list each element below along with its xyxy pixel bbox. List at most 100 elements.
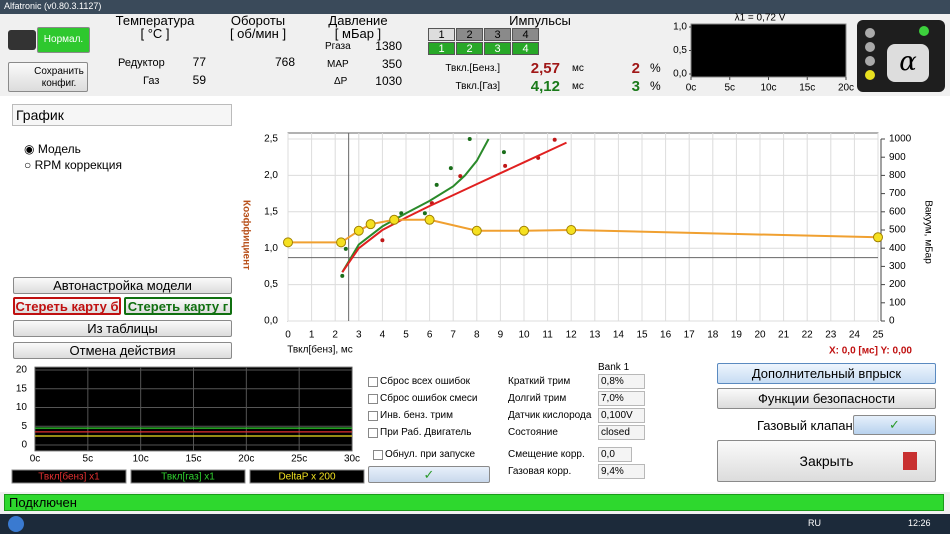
x-tick-label: 4 — [380, 330, 386, 341]
plot-area — [690, 23, 847, 78]
chart-title: λ1 = 0,72 V — [735, 13, 786, 24]
indicator — [865, 42, 875, 52]
cylinder-cell: 3 — [484, 28, 511, 41]
radio-option[interactable]: ◉ Модель — [24, 142, 81, 156]
checkbox-label[interactable]: Инв. бенз. трим — [380, 410, 454, 421]
model-point — [424, 214, 435, 225]
indicator — [919, 26, 929, 36]
y2-tick-label: 700 — [889, 188, 906, 199]
pressure-label: MAP — [327, 59, 349, 70]
indicator — [865, 28, 875, 38]
temperature-label: Редуктор — [118, 57, 165, 69]
apply-button[interactable]: ✓ — [368, 466, 490, 483]
gas-valve-label: Газовый клапан — [757, 418, 853, 433]
x-tick-label: 5c — [724, 83, 735, 94]
legend-box — [11, 469, 127, 484]
language-indicator[interactable]: RU — [808, 518, 821, 528]
x-tick-label: 18 — [707, 330, 719, 341]
y2-tick-label: 200 — [889, 279, 906, 290]
pulse-value: 2,57 — [530, 60, 560, 77]
mode-toggle[interactable] — [8, 30, 36, 50]
checkbox[interactable] — [368, 394, 378, 404]
logo-panel: α — [857, 20, 945, 92]
pulse-percent-unit: % — [650, 79, 661, 93]
model-point — [873, 232, 883, 243]
from-table-button[interactable]: Из таблицы — [13, 320, 232, 337]
x-tick-label: 10c — [133, 454, 149, 465]
model-point — [566, 225, 577, 235]
plot-area — [287, 132, 879, 322]
checkbox-label[interactable]: При Раб. Двигатель — [380, 427, 472, 438]
y-tick-label: 10 — [16, 402, 28, 413]
pulse-unit: мс — [572, 81, 584, 92]
checkbox[interactable] — [368, 411, 378, 421]
bank-label: Газовая корр. — [508, 466, 572, 477]
x-tick-label: 22 — [802, 330, 814, 341]
autotune-button[interactable]: Автонастройка модели — [13, 277, 232, 294]
radio-label[interactable]: RPM коррекция — [34, 158, 122, 172]
view-dropdown[interactable]: График — [12, 104, 232, 126]
pressure-unit: [ мБар ] — [334, 26, 382, 41]
checkbox[interactable] — [368, 377, 378, 387]
model-point — [336, 237, 347, 248]
checkbox[interactable] — [368, 428, 378, 438]
x-tick-label: 1 — [309, 330, 315, 341]
checkbox-label[interactable]: Обнул. при запуске — [385, 449, 476, 460]
x-tick-label: 0c — [686, 83, 697, 94]
data-dot — [552, 137, 557, 142]
erase-petrol-button[interactable]: Стереть карту б — [13, 297, 121, 315]
y-tick-label: 0,5 — [264, 279, 278, 290]
safety-button[interactable]: Функции безопасности — [717, 388, 936, 409]
gas-valve-button[interactable]: ✓ — [853, 415, 936, 435]
checkbox-label[interactable]: Сброс всех ошибок — [380, 376, 471, 387]
y2-axis-label: Вакуум, мБар — [922, 200, 933, 264]
x-tick-label: 15 — [636, 330, 648, 341]
close-button[interactable]: Закрыть — [717, 440, 936, 482]
checkbox-label[interactable]: Сброс ошибок смеси — [380, 393, 478, 404]
bank-title: Bank 1 — [598, 362, 630, 373]
y2-tick-label: 800 — [889, 170, 906, 181]
cylinder-cell: 2 — [456, 42, 483, 55]
x-tick-label: 20 — [754, 330, 766, 341]
temperature-value: 77 — [192, 55, 206, 69]
legend-box — [130, 469, 246, 484]
close-label[interactable]: Закрыть — [799, 453, 854, 469]
fit-curve — [341, 141, 567, 273]
cylinder-cell: 4 — [512, 42, 539, 55]
pressure-title: Давление — [328, 13, 388, 28]
bank-label: Краткий трим — [508, 376, 571, 387]
x-tick-label: 19 — [731, 330, 743, 341]
data-dot — [501, 150, 506, 155]
x-tick-label: 30c — [344, 454, 360, 465]
start-button[interactable] — [8, 516, 24, 532]
data-dot — [434, 182, 439, 187]
y-tick-label: 20 — [16, 365, 28, 376]
save-button[interactable]: Сохранить конфиг. — [8, 62, 88, 92]
radio-label[interactable]: Модель — [37, 142, 81, 156]
bank-value: 7,0% — [598, 391, 645, 406]
pressure-value: 1380 — [375, 39, 402, 53]
mode-button[interactable]: Нормал. — [37, 27, 90, 53]
x-tick-label: 10c — [760, 83, 776, 94]
bank-label: Долгий трим — [508, 393, 567, 404]
checkbox[interactable] — [373, 450, 383, 460]
window-title: Alfatronic (v0.80.3.1127) — [4, 1, 102, 11]
pulse-percent: 2 — [631, 60, 640, 77]
y2-tick-label: 300 — [889, 261, 906, 272]
x-tick-label: 5 — [403, 330, 409, 341]
y-tick-label: 2,5 — [264, 134, 278, 145]
x-tick-label: 11 — [542, 330, 553, 341]
pressure-label: Pгаза — [325, 41, 351, 52]
clock: 12:26 — [908, 518, 931, 528]
radio-option[interactable]: ○ RPM коррекция — [24, 158, 122, 172]
erase-gas-button[interactable]: Стереть карту г — [124, 297, 232, 315]
temperature-unit: [ °C ] — [140, 26, 170, 41]
data-dot — [448, 166, 453, 171]
cylinder-cell: 4 — [512, 28, 539, 41]
extra-injection-button[interactable]: Дополнительный впрыск — [717, 363, 936, 384]
pulses-title: Импульсы — [509, 13, 571, 28]
undo-button[interactable]: Отмена действия — [13, 342, 232, 359]
y-tick-label: 0,5 — [673, 45, 687, 56]
rpm-title: Обороты — [230, 13, 286, 28]
bank-value: 0,100V — [598, 408, 645, 423]
